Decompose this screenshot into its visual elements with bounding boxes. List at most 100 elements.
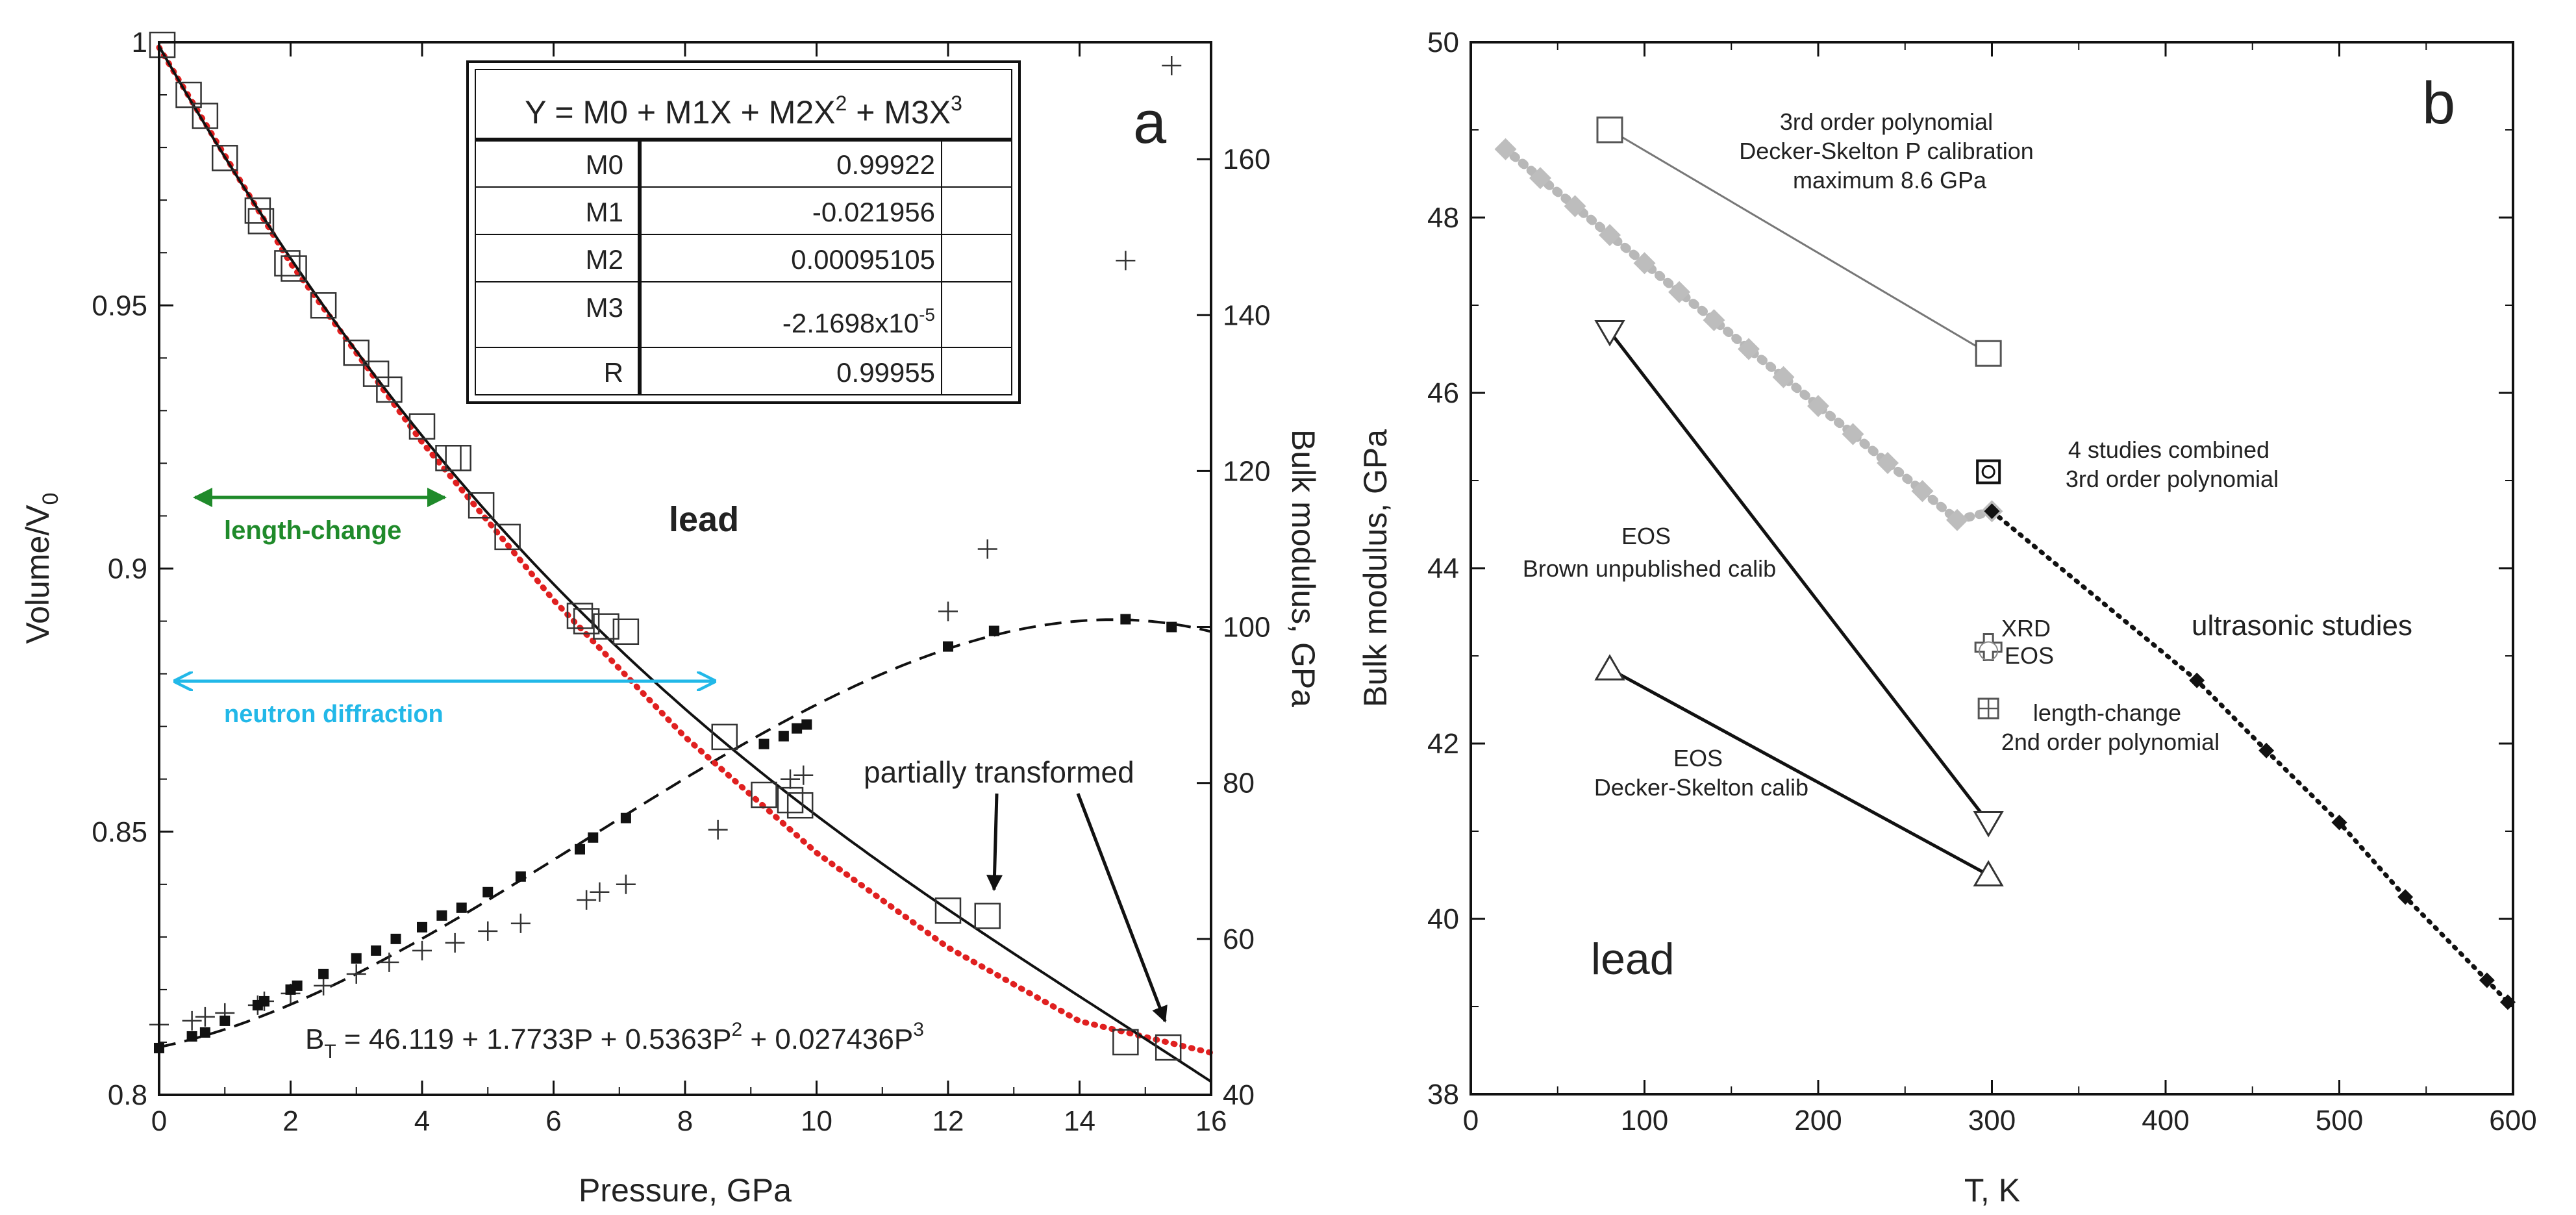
cross-data-point bbox=[510, 913, 531, 933]
volume-data-point bbox=[786, 792, 814, 819]
x-tick-label: 500 bbox=[2316, 1105, 2363, 1136]
volume-data-point bbox=[711, 723, 738, 751]
volume-data-point bbox=[1112, 1029, 1139, 1056]
y2-tick-label: 60 bbox=[1223, 923, 1255, 955]
cross-data-point bbox=[616, 874, 636, 894]
volume-data-point bbox=[593, 613, 619, 640]
y-tick-label: 48 bbox=[1427, 202, 1459, 234]
cross-data-point bbox=[977, 539, 997, 559]
y-tick-label: 0.95 bbox=[92, 290, 147, 321]
bulk-modulus-data-point bbox=[351, 953, 362, 964]
volume-data-point bbox=[974, 903, 1001, 929]
volume-data-point bbox=[274, 250, 301, 277]
bulk-modulus-equation: BT = 46.119 + 1.7733P + 0.5363P2 + 0.027… bbox=[305, 1019, 924, 1062]
x-tick-label: 6 bbox=[545, 1105, 561, 1137]
panel-b-ticks: 0 100 200 300 400 500 600 38 40 42 44 46 48 50 bbox=[1427, 27, 2537, 1136]
volume-data-point bbox=[612, 618, 640, 645]
bulk-modulus-data-point bbox=[988, 625, 999, 636]
volume-data-point bbox=[494, 523, 521, 551]
ultrasonic-data-point bbox=[2189, 672, 2205, 688]
combined-data-point bbox=[1842, 423, 1864, 445]
length-change-poly-label: length-change 2nd order polynomial bbox=[2001, 699, 2220, 755]
ultrasonic-data-point bbox=[2479, 972, 2495, 988]
x-tick-label: 14 bbox=[1064, 1105, 1095, 1137]
x-tick-label: 4 bbox=[414, 1105, 430, 1137]
panel-a-y2-axis-title: Bulk modulus, GPa bbox=[1285, 429, 1321, 707]
y2-tick-label: 80 bbox=[1223, 768, 1255, 799]
neutron-diffraction-label: neutron diffraction bbox=[224, 701, 444, 728]
eos-decker-label: EOS Decker-Skelton calib bbox=[1594, 745, 1808, 801]
length-change-data-point bbox=[1979, 699, 1999, 718]
cross-data-point bbox=[314, 975, 334, 996]
panel-a-ticks: 0 2 4 6 8 10 12 14 160.80.850.90.951406080100120… bbox=[92, 27, 1270, 1137]
volume-data-point bbox=[445, 445, 471, 471]
ultrasonic-data-point bbox=[2397, 889, 2414, 905]
partially-transformed-arrow bbox=[986, 793, 1003, 892]
combined-data-point bbox=[1494, 138, 1517, 160]
volume-data-point bbox=[376, 376, 403, 403]
bulk-modulus-data-point bbox=[758, 738, 769, 749]
y-tick-label: 44 bbox=[1427, 553, 1459, 584]
ultrasonic-data-point bbox=[2258, 742, 2275, 758]
bulk-modulus-data-point bbox=[1166, 621, 1177, 633]
y2-tick-label: 160 bbox=[1223, 144, 1270, 175]
volume-data-point bbox=[1155, 1034, 1182, 1061]
volume-data-point bbox=[751, 781, 777, 808]
fit-table-outer-frame bbox=[466, 60, 1021, 404]
cross-data-point bbox=[938, 601, 958, 621]
fit-table-row-name: M0 bbox=[586, 149, 623, 180]
y-tick-label: 1 bbox=[132, 27, 147, 58]
cross-data-point bbox=[708, 820, 728, 840]
xrd-eos-label: XRD EOS bbox=[2001, 615, 2057, 669]
length-change-label: length-change bbox=[224, 516, 401, 545]
bulk-modulus-data-point bbox=[259, 996, 269, 1007]
volume-data-point bbox=[281, 255, 307, 282]
combined-studies-label: 4 studies combined 3rd order polynomial bbox=[2066, 436, 2279, 492]
panel-a-x-axis-title: Pressure, GPa bbox=[579, 1172, 792, 1209]
ultrasonic-data-point bbox=[2331, 814, 2347, 831]
panel-b-y-axis-title: Bulk modulus, GPa bbox=[1357, 429, 1394, 707]
fit-table-row-value: 0.00095105 bbox=[791, 244, 935, 275]
cross-data-point bbox=[781, 769, 800, 789]
combined-data-point bbox=[1564, 195, 1586, 218]
eos-decker-data-point bbox=[1973, 860, 2004, 886]
cross-data-point bbox=[478, 921, 498, 941]
x-tick-label: 2 bbox=[282, 1105, 298, 1137]
bulk-modulus-fit-curve bbox=[158, 618, 1212, 1049]
fit-table-row-name: M3 bbox=[586, 292, 623, 323]
cross-data-point bbox=[346, 964, 366, 984]
combined-data-point bbox=[1772, 366, 1795, 388]
panel-b-plot-layer bbox=[1494, 116, 2516, 1010]
volume-data-point bbox=[175, 81, 202, 108]
partially-transformed-arrow bbox=[1076, 793, 1168, 1023]
polynomial-series-line bbox=[1609, 129, 1989, 355]
fit-table-row-value: 0.99922 bbox=[836, 149, 935, 180]
volume-data-point bbox=[149, 31, 176, 58]
x-tick-label: 200 bbox=[1794, 1105, 1842, 1136]
cross-data-point bbox=[1162, 56, 1182, 76]
bulk-modulus-data-point bbox=[588, 832, 599, 843]
fit-table: Y = M0 + M1X + M2X2 + M3X3 M0 0.99922 M1… bbox=[466, 60, 1021, 404]
xrd-eos-data-point bbox=[1979, 641, 1999, 661]
x-tick-label: 10 bbox=[801, 1105, 832, 1137]
panel-b-x-axis-title: T, K bbox=[1964, 1172, 2020, 1209]
bulk-modulus-data-point bbox=[515, 871, 526, 882]
combined-data-point bbox=[1599, 224, 1621, 246]
fit-table-row-name: M1 bbox=[586, 197, 623, 227]
cross-data-point bbox=[445, 933, 465, 953]
ultrasonic-label: ultrasonic studies bbox=[2192, 610, 2412, 642]
volume-data-point bbox=[566, 603, 594, 629]
volume-data-point bbox=[573, 608, 600, 634]
fit-table-row-name: R bbox=[604, 357, 623, 388]
volume-data-point bbox=[343, 339, 369, 366]
y-tick-label: 46 bbox=[1427, 377, 1459, 409]
bulk-modulus-data-point bbox=[390, 933, 401, 944]
x-tick-label: 400 bbox=[2142, 1105, 2189, 1136]
bulk-modulus-data-point bbox=[456, 902, 467, 913]
combined-data-point bbox=[1877, 452, 1899, 474]
ultrasonic-data-point bbox=[1984, 503, 2000, 520]
eos-decker-data-point bbox=[1594, 654, 1625, 681]
cross-data-point bbox=[590, 882, 610, 902]
cross-data-point bbox=[794, 765, 814, 785]
